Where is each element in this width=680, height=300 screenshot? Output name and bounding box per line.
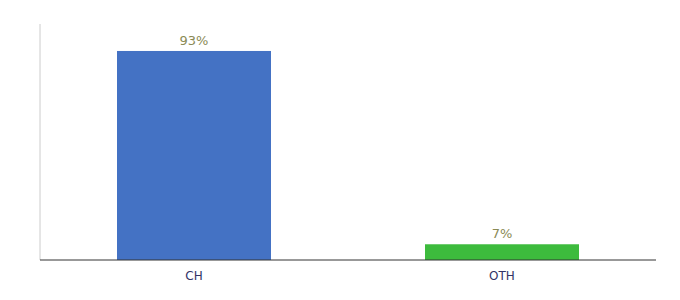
chart-svg: 93% 7% CH OTH — [0, 0, 680, 300]
x-axis-line — [40, 260, 656, 261]
bar — [425, 244, 579, 260]
plot-area — [117, 51, 579, 260]
data-label: 7% — [492, 226, 513, 241]
x-tick-label: OTH — [489, 269, 515, 283]
bar — [117, 51, 271, 260]
data-label: 93% — [180, 33, 209, 48]
x-tick-label: CH — [185, 269, 202, 283]
y-axis-line — [40, 24, 41, 260]
chart-container: 93% 7% CH OTH — [0, 0, 680, 300]
